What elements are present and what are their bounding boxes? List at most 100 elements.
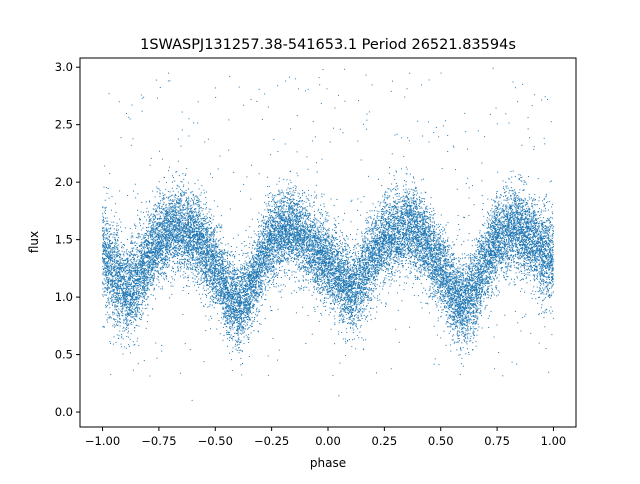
data-point	[144, 249, 146, 251]
data-point	[544, 287, 546, 289]
data-point	[453, 271, 455, 273]
data-point	[551, 250, 553, 252]
data-point	[478, 295, 480, 297]
data-point	[414, 210, 416, 212]
data-point	[305, 221, 307, 223]
data-point	[266, 239, 268, 241]
data-point	[509, 221, 511, 223]
data-point	[355, 295, 357, 297]
data-point	[442, 265, 444, 267]
data-point	[539, 251, 541, 253]
data-point	[478, 282, 480, 284]
data-point	[438, 274, 440, 276]
data-point	[393, 239, 395, 241]
data-point	[462, 272, 464, 274]
data-point	[390, 221, 392, 223]
data-point	[352, 295, 354, 297]
data-point	[388, 262, 390, 264]
data-point	[232, 299, 234, 301]
data-point	[346, 303, 348, 305]
data-point	[440, 337, 442, 339]
data-point	[152, 216, 154, 218]
data-point	[438, 258, 440, 260]
data-point	[345, 255, 347, 257]
data-point	[231, 276, 233, 278]
data-point	[338, 278, 340, 280]
data-point	[502, 237, 504, 239]
data-point	[493, 210, 495, 212]
data-point	[278, 223, 280, 225]
data-point	[127, 273, 129, 275]
data-point	[366, 261, 368, 263]
data-point	[123, 303, 125, 305]
data-point	[385, 263, 387, 265]
data-point	[521, 232, 523, 234]
data-point	[451, 261, 453, 263]
data-point	[299, 287, 301, 289]
data-point	[116, 254, 118, 256]
data-point	[308, 289, 310, 291]
data-point	[157, 270, 159, 272]
data-point	[457, 270, 459, 272]
data-point	[137, 270, 139, 272]
data-point	[332, 280, 334, 282]
data-point	[254, 283, 256, 285]
data-point	[166, 231, 168, 233]
data-point	[526, 217, 528, 219]
data-point	[143, 285, 145, 287]
data-point	[117, 250, 119, 252]
data-point	[416, 261, 418, 263]
data-point	[428, 218, 430, 220]
data-point	[521, 199, 523, 201]
data-point	[265, 276, 267, 278]
data-point	[286, 237, 288, 239]
data-point	[219, 290, 221, 292]
data-point	[112, 276, 114, 278]
data-point	[540, 246, 542, 248]
data-point	[244, 315, 246, 317]
data-point	[183, 233, 185, 235]
data-point	[518, 204, 520, 206]
data-point	[364, 262, 366, 264]
data-point	[309, 263, 311, 265]
data-point	[206, 253, 208, 255]
data-point	[432, 271, 434, 273]
data-point	[504, 242, 506, 244]
data-point	[207, 270, 209, 272]
data-point	[290, 242, 292, 244]
data-point	[383, 199, 385, 201]
data-point	[153, 218, 155, 220]
data-point	[467, 319, 469, 321]
data-point	[197, 122, 199, 124]
data-point	[278, 218, 280, 220]
data-point	[518, 263, 520, 265]
data-point	[416, 225, 418, 227]
data-point	[133, 282, 135, 284]
data-point	[422, 230, 424, 232]
data-point	[149, 219, 151, 221]
data-point	[254, 248, 256, 250]
data-point	[226, 330, 228, 332]
data-point	[540, 250, 542, 252]
data-point	[515, 213, 517, 215]
data-point	[517, 238, 519, 240]
data-point	[191, 253, 193, 255]
data-point	[244, 284, 246, 286]
data-point	[479, 247, 481, 249]
data-point	[520, 257, 522, 259]
data-point	[107, 271, 109, 273]
data-point	[541, 238, 543, 240]
data-point	[520, 241, 522, 243]
data-point	[533, 293, 535, 295]
data-point	[268, 256, 270, 258]
data-point	[397, 215, 399, 217]
data-point	[120, 296, 122, 298]
data-point	[351, 300, 353, 302]
data-point	[362, 238, 364, 240]
data-point	[323, 274, 325, 276]
data-point	[546, 308, 548, 310]
data-point	[199, 242, 201, 244]
data-point	[504, 251, 506, 253]
data-point	[177, 138, 179, 140]
data-point	[206, 226, 208, 228]
